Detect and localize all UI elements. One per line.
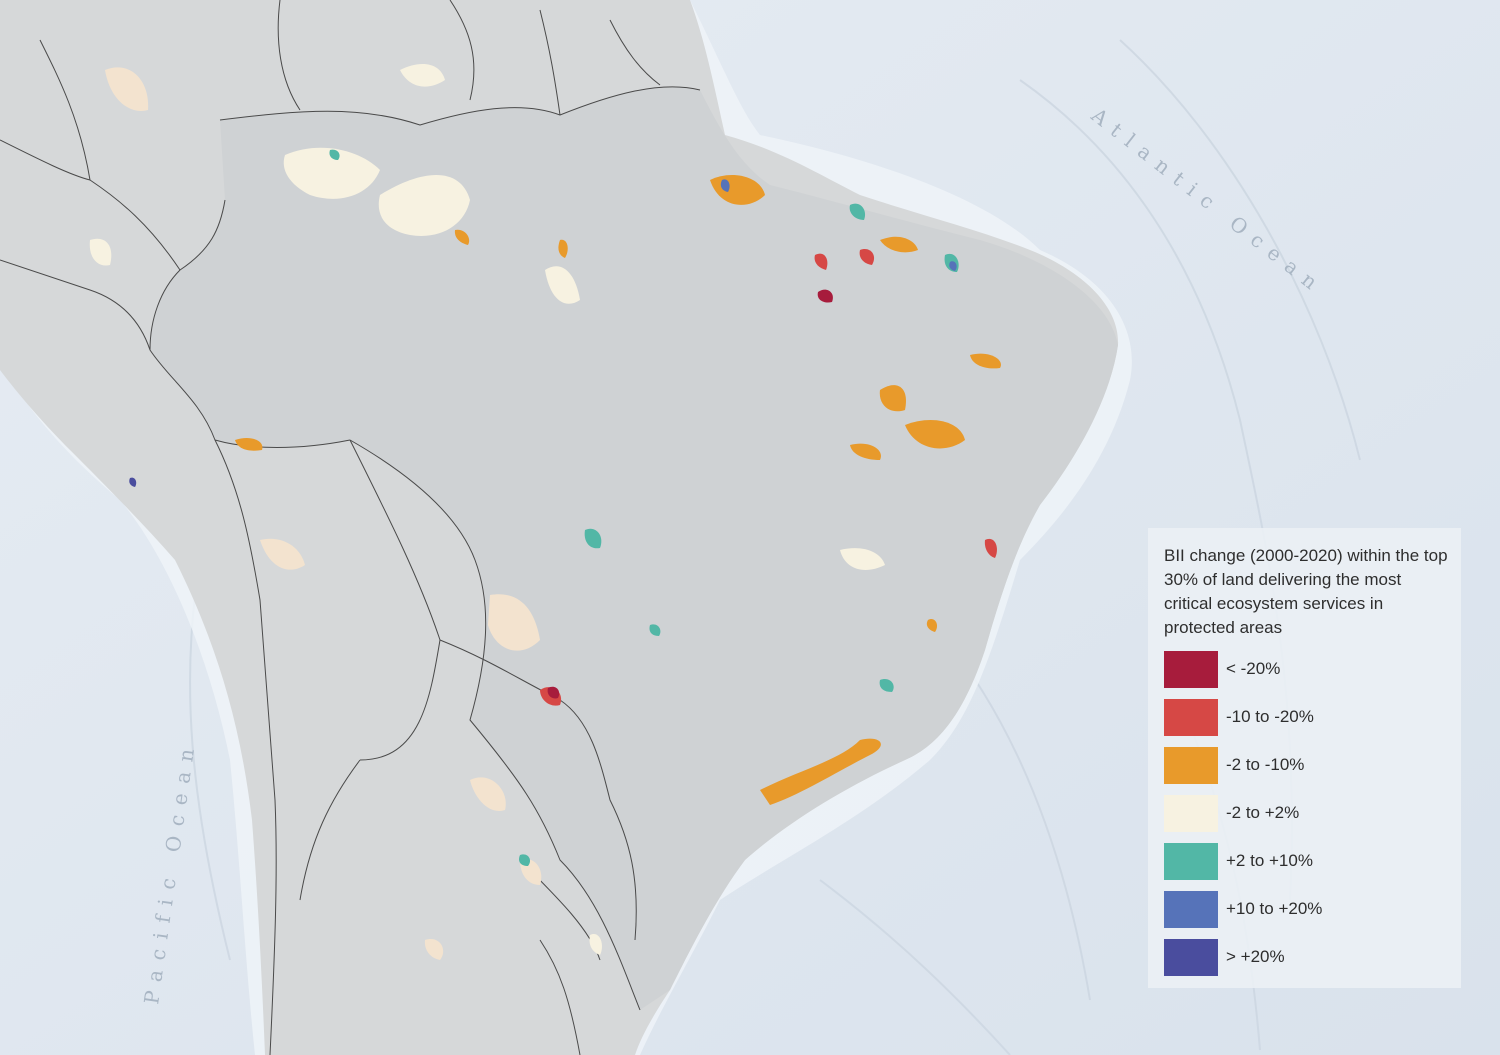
legend-swatch [1164, 698, 1218, 736]
legend-item: -2 to +2% [1164, 794, 1451, 832]
brazil-land [150, 86, 1118, 1010]
legend-label: +10 to +20% [1226, 899, 1323, 918]
legend-item: < -20% [1164, 650, 1451, 688]
legend-item: -10 to -20% [1164, 698, 1451, 736]
legend-label: < -20% [1226, 659, 1281, 678]
legend-swatch [1164, 746, 1218, 784]
legend-swatch [1164, 794, 1218, 832]
legend-label: -10 to -20% [1226, 707, 1314, 726]
legend-item: +2 to +10% [1164, 842, 1451, 880]
legend-swatch [1164, 650, 1218, 688]
legend-swatch [1164, 938, 1218, 976]
legend-label: -2 to -10% [1226, 755, 1305, 774]
legend-label: -2 to +2% [1226, 803, 1300, 822]
legend-label: > +20% [1226, 947, 1285, 966]
legend-item: > +20% [1164, 938, 1451, 976]
map-legend: BII change (2000-2020) within the top 30… [1148, 528, 1461, 988]
protected-area-patches [89, 64, 1001, 960]
legend-item: +10 to +20% [1164, 890, 1451, 928]
legend-item: -2 to -10% [1164, 746, 1451, 784]
country-borders [0, 0, 701, 1055]
legend-swatch [1164, 842, 1218, 880]
legend-label: +2 to +10% [1226, 851, 1313, 870]
legend-title: BII change (2000-2020) within the top 30… [1164, 546, 1448, 637]
legend-items: < -20% -10 to -20% -2 to -10% -2 to +2% +2 t… [1164, 650, 1451, 976]
legend-swatch [1164, 890, 1218, 928]
